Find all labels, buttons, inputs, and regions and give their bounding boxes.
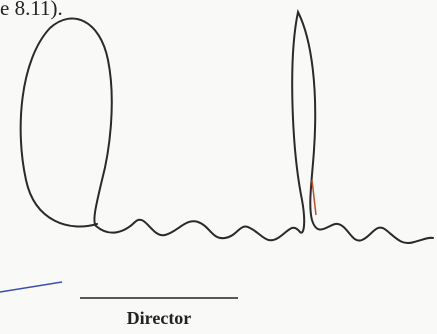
document-page: e 8.11). Director: [0, 0, 437, 334]
signature: [21, 12, 433, 243]
text-fragment: e 8.11).: [0, 0, 63, 21]
signature-drawing: [0, 0, 437, 334]
signature-title: Director: [80, 308, 238, 329]
signature-accent: [312, 180, 316, 215]
pen-stroke: [0, 282, 62, 292]
